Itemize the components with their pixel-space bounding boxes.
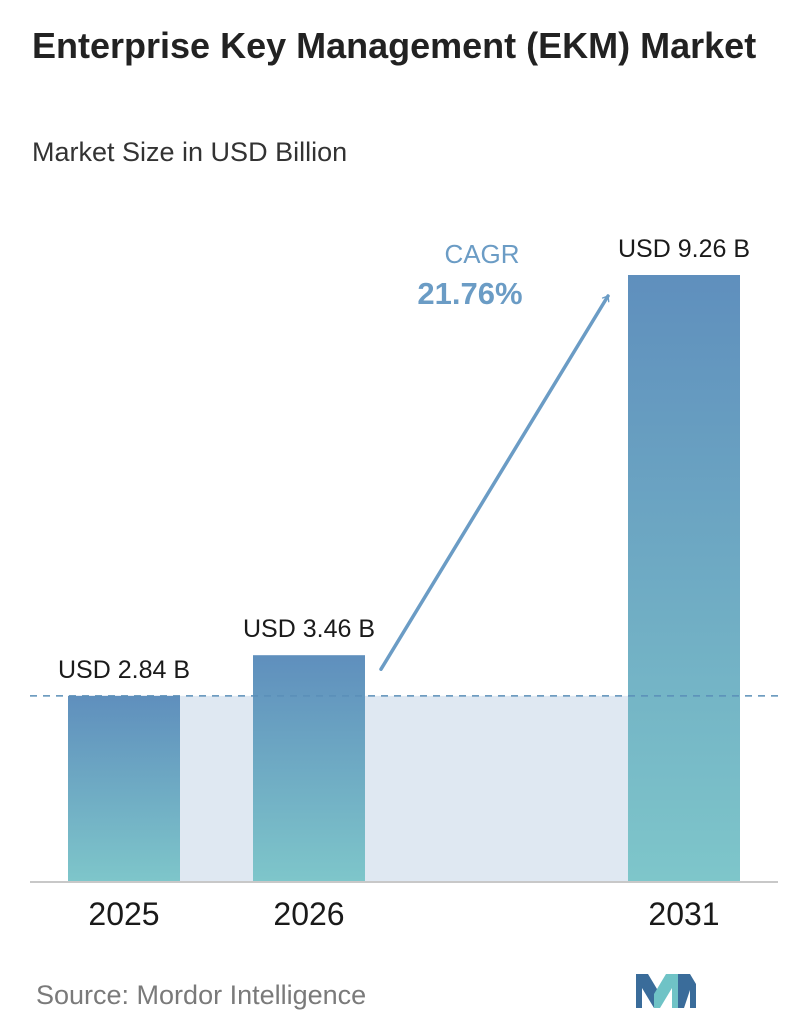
category-label-2031: 2031 (648, 896, 719, 932)
chart-subtitle: Market Size in USD Billion (32, 137, 348, 167)
value-label-2025: USD 2.84 B (58, 656, 190, 684)
cagr-label: CAGR (444, 239, 519, 269)
category-label-2025: 2025 (88, 896, 159, 932)
value-label-2026: USD 3.46 B (243, 615, 375, 643)
cagr-value: 21.76% (417, 276, 522, 311)
mordor-intelligence-logo (636, 974, 696, 1008)
source-note: Source: Mordor Intelligence (36, 980, 367, 1010)
cagr-arrow (379, 294, 610, 671)
bar-2031 (628, 275, 740, 882)
bar-2025 (68, 695, 180, 882)
bar-2026 (253, 655, 365, 882)
bar-chart: USD 2.84 B 2025 USD 3.46 B 2026 USD 9.26 B 20… (30, 235, 782, 932)
chart-title: Enterprise Key Management (EKM) Market (32, 25, 757, 66)
category-label-2026: 2026 (273, 896, 344, 932)
value-label-2031: USD 9.26 B (618, 235, 750, 263)
